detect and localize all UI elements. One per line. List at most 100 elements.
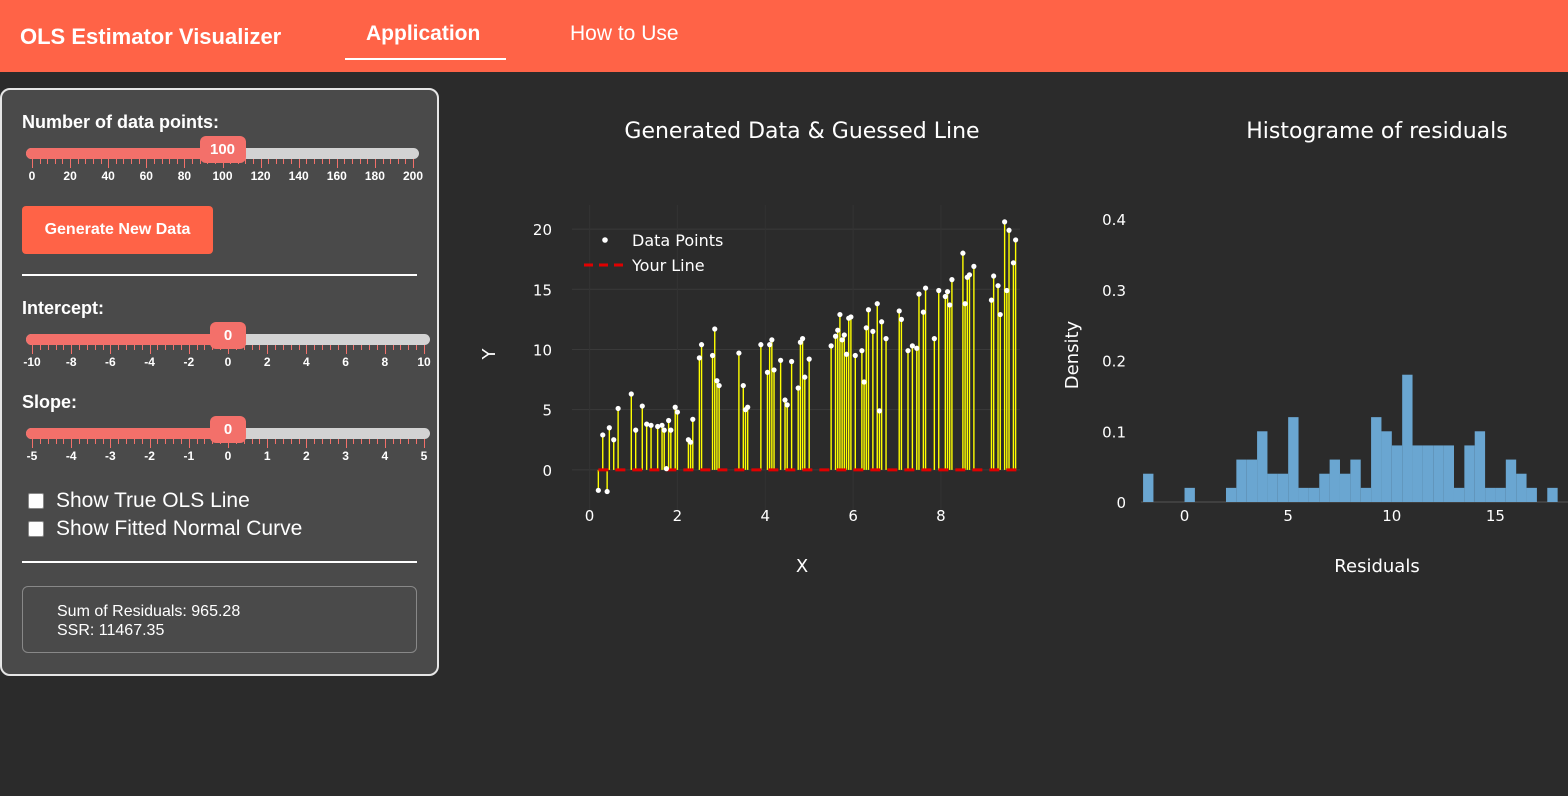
slider-tick-mark: [267, 439, 269, 448]
slider-tick-mark: [345, 439, 347, 448]
slider-tick-mark: [353, 439, 355, 444]
slider-tick-mark: [408, 345, 410, 350]
slider-tick-mark: [77, 159, 79, 164]
tab-how-to-use[interactable]: How to Use: [570, 22, 679, 45]
show-normal-curve-checkbox[interactable]: Show Fitted Normal Curve: [28, 517, 302, 541]
checkbox-icon[interactable]: [28, 521, 44, 537]
slider-tick-mark: [54, 159, 56, 164]
data-point: [687, 439, 694, 445]
data-point: [914, 345, 920, 351]
slider-tick-mark: [180, 439, 182, 444]
slider-tick-mark: [157, 345, 159, 350]
slider-thumb[interactable]: 100: [199, 136, 246, 163]
slider-thumb[interactable]: 0: [210, 416, 246, 443]
scatter-y-tick-label: 15: [533, 281, 552, 299]
slider-tick-mark: [392, 439, 394, 444]
slider-tick-label: 0: [28, 169, 36, 183]
scatter-x-tick-label: 6: [848, 507, 858, 525]
histogram-bar: [1495, 487, 1506, 502]
slider-tick-mark: [47, 345, 49, 350]
data-point: [931, 336, 937, 342]
residual-stats-box: Sum of Residuals: 965.28 SSR: 11467.35: [22, 586, 417, 653]
histogram-y-axis-label: Density: [1062, 320, 1083, 389]
data-point: [995, 283, 1001, 289]
slider-tick-mark: [94, 439, 96, 444]
histogram-bar: [1526, 487, 1537, 502]
slider-fill: [26, 334, 228, 345]
slider-tick-mark: [118, 439, 120, 444]
data-point: [690, 416, 696, 422]
slider-tick-mark: [306, 159, 308, 164]
intercept-slider[interactable]: 0 -10 -8 -6 -4 -2 0 2 4 6 8 10: [23, 322, 431, 369]
slider-fill: [26, 148, 223, 159]
slider-tick-mark: [39, 345, 41, 350]
slider-tick-mark: [192, 159, 194, 164]
slider-tick-mark: [424, 345, 425, 354]
data-point: [802, 374, 808, 380]
slider-thumb[interactable]: 0: [210, 322, 246, 349]
data-point: [879, 319, 885, 325]
slider-tick-mark: [176, 159, 178, 164]
slider-tick-mark: [110, 345, 112, 354]
slider-tick-mark: [63, 345, 65, 350]
data-point: [769, 337, 775, 343]
slider-tick-mark: [55, 439, 57, 444]
checkbox-icon[interactable]: [28, 493, 44, 509]
slider-tick-mark: [102, 345, 104, 350]
navbar: OLS Estimator Visualizer Application How…: [0, 0, 1568, 72]
slider-tick-mark: [321, 159, 323, 164]
slider-tick-mark: [416, 345, 418, 350]
data-point: [916, 291, 922, 297]
slider-tick-label: -8: [65, 355, 77, 369]
data-point: [709, 352, 716, 359]
intercept-label: Intercept:: [22, 298, 105, 318]
show-ols-line-checkbox[interactable]: Show True OLS Line: [28, 489, 250, 513]
slider-tick-mark: [359, 159, 361, 164]
slider-tick-mark: [235, 345, 237, 350]
slider-tick-mark: [86, 439, 88, 444]
slider-fill: [26, 428, 228, 439]
scatter-x-tick-label: 4: [760, 507, 770, 525]
slider-tick-mark: [32, 345, 33, 354]
slider-tick-mark: [361, 439, 363, 444]
slider-tick-mark: [283, 159, 285, 164]
slider-tick-label: 0: [224, 355, 232, 369]
slider-tick-label: 2: [263, 355, 271, 369]
slider-tick-mark: [329, 345, 331, 350]
slider-tick-mark: [126, 439, 128, 444]
slider-tick-mark: [345, 345, 347, 354]
slider-tick-label: 0: [224, 449, 232, 463]
data-point: [922, 285, 929, 291]
data-point: [595, 487, 601, 493]
slider-tick-mark: [259, 439, 261, 444]
scatter-y-tick-label: 0: [542, 462, 552, 480]
slider-tick-label: 180: [364, 169, 385, 183]
sum-of-residuals: Sum of Residuals: 965.28: [57, 603, 241, 620]
slider-ticks: [26, 439, 430, 449]
slider-tick-label: 140: [288, 169, 309, 183]
data-point: [966, 272, 973, 278]
generate-new-data-button[interactable]: Generate New Data: [22, 206, 213, 254]
data-point: [644, 421, 650, 427]
data-point: [835, 327, 841, 333]
scatter-legend[interactable]: Data Points Your Line: [584, 231, 723, 275]
histogram-bar: [1225, 487, 1237, 502]
tab-application[interactable]: Application: [366, 22, 481, 45]
slider-tick-mark: [337, 345, 339, 350]
slider-tick-label: 1: [263, 449, 271, 463]
histogram-bar: [1485, 487, 1496, 502]
data-point: [771, 367, 777, 373]
slider-tick-mark: [245, 159, 247, 164]
n-points-slider[interactable]: 100 0 20 40 60 80 100 120 140 160 180 200: [26, 136, 423, 183]
histogram-bar: [1547, 487, 1558, 502]
data-point: [782, 397, 788, 403]
histogram-bar: [1184, 487, 1195, 502]
histogram-bar: [1267, 473, 1278, 502]
slider-tick-mark: [131, 159, 133, 164]
slider-tick-mark: [290, 345, 292, 350]
slider-tick-mark: [382, 159, 384, 164]
data-point: [615, 405, 621, 412]
slope-slider[interactable]: 0 -5 -4 -3 -2 -1 0 1 2 3 4 5: [26, 416, 430, 463]
histogram-bar: [1505, 459, 1517, 502]
slider-tick-label: 6: [342, 355, 349, 369]
